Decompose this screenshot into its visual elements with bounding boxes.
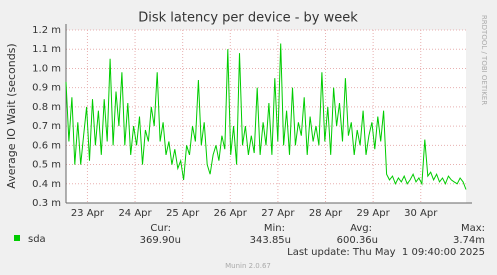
- y-tick-label: 0.4 m: [32, 179, 61, 190]
- y-tick-label: 0.8 m: [32, 102, 61, 113]
- chart-title: Disk latency per device - by week: [138, 11, 358, 26]
- x-tick-label: 25 Apr: [166, 208, 200, 219]
- legend-value: 343.85u: [250, 235, 291, 246]
- x-tick-label: 24 Apr: [118, 208, 152, 219]
- y-tick-label: 0.6 m: [32, 140, 61, 151]
- legend-label: sda: [28, 234, 46, 245]
- footer: Munin 2.0.67: [225, 262, 271, 270]
- legend-header: Cur:: [150, 223, 171, 234]
- legend-value: 3.74m: [453, 235, 485, 246]
- x-tick-label: 28 Apr: [309, 208, 343, 219]
- legend-value: 600.36u: [337, 235, 378, 246]
- y-tick-label: 0.9 m: [32, 83, 61, 94]
- legend-swatch: [14, 235, 20, 241]
- y-tick-label: 0.7 m: [32, 121, 61, 132]
- legend-header: Avg:: [350, 223, 372, 234]
- legend-header: Max:: [461, 223, 485, 234]
- x-tick-label: 23 Apr: [71, 208, 105, 219]
- plot-area: [66, 30, 466, 203]
- series-line: [65, 43, 467, 190]
- y-tick-label: 1.0 m: [32, 63, 61, 74]
- legend-value: 369.90u: [140, 235, 181, 246]
- legend-header: Min:: [264, 223, 285, 234]
- x-tick-label: 26 Apr: [214, 208, 248, 219]
- side-text: RRDTOOL / TOBI OETIKER: [480, 15, 488, 105]
- last-update: Last update: Thu May 1 09:40:00 2025: [287, 247, 485, 258]
- x-tick-label: 30 Apr: [404, 208, 438, 219]
- y-tick-label: 1.2 m: [32, 25, 61, 36]
- x-tick-label: 29 Apr: [357, 208, 391, 219]
- y-tick-label: 0.5 m: [32, 160, 61, 171]
- x-tick-label: 27 Apr: [261, 208, 295, 219]
- y-axis-label: Average IO Wait (seconds): [5, 43, 18, 188]
- y-tick-label: 0.3 m: [32, 198, 61, 209]
- y-tick-label: 1.1 m: [32, 44, 61, 55]
